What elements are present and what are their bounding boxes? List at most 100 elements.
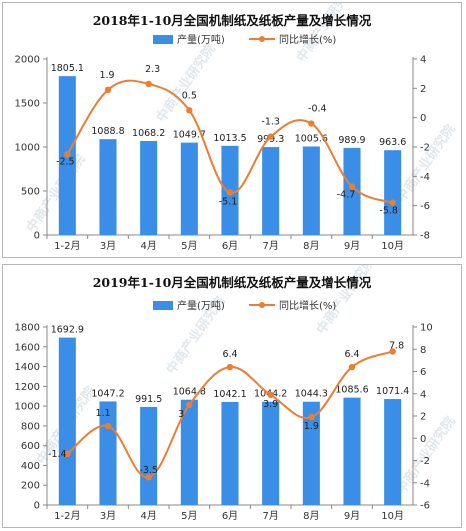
growth-point — [267, 391, 274, 399]
bar-value-label: 1013.5 — [213, 133, 246, 144]
left-tick-label: 1000 — [15, 143, 40, 154]
bar-production — [99, 139, 117, 235]
right-tick-label: 4 — [420, 55, 426, 66]
x-tick-label: 3月 — [100, 240, 116, 252]
chart-panel-2019: 中商产业研究院中商产业研究院中商产业研究院中商产业研究院2019年1-10月全国… — [2, 264, 462, 528]
right-tick-label: 6 — [420, 367, 426, 378]
growth-value-label: 6.4 — [344, 349, 359, 360]
growth-point — [308, 413, 315, 421]
right-tick-label: 2 — [420, 412, 426, 423]
bar-production — [140, 140, 158, 235]
legend-label-line: 同比增长(%) — [279, 299, 336, 312]
x-tick-label: 8月 — [303, 240, 319, 252]
growth-value-label: -4.7 — [337, 190, 356, 201]
bar-production — [302, 146, 320, 235]
bar-value-label: 1068.2 — [132, 128, 165, 139]
growth-point — [348, 183, 356, 190]
bar-production — [302, 401, 320, 505]
bar-value-label: 1085.6 — [335, 385, 368, 396]
bar-production — [384, 150, 402, 235]
growth-value-label: 3 — [178, 409, 184, 420]
legend-swatch-bar — [153, 35, 173, 44]
bar-value-label: 1044.3 — [295, 389, 328, 400]
bar-value-label: 1088.8 — [91, 126, 124, 137]
growth-point — [145, 80, 152, 88]
right-tick-label: -2 — [420, 456, 430, 467]
bar-value-label: 991.5 — [135, 394, 162, 405]
right-tick-label: 4 — [420, 389, 426, 400]
x-tick-label: 1-2月 — [54, 240, 80, 252]
growth-point — [186, 401, 193, 409]
growth-point — [226, 363, 234, 371]
bar-value-label: 1042.1 — [213, 389, 246, 400]
bar-production — [180, 399, 198, 505]
x-tick-label: 9月 — [344, 510, 360, 522]
growth-point — [104, 86, 112, 94]
x-tick-label: 6月 — [222, 510, 238, 522]
left-tick-label: 200 — [21, 481, 40, 492]
bar-production — [140, 406, 158, 505]
growth-value-label: 7.8 — [389, 340, 404, 351]
right-tick-label: 8 — [420, 345, 426, 356]
right-tick-label: -2 — [420, 143, 430, 154]
x-tick-label: 4月 — [140, 240, 156, 252]
x-tick-label: 9月 — [344, 240, 360, 252]
bar-value-label: 1049.7 — [173, 130, 206, 141]
left-tick-label: 2000 — [15, 55, 40, 66]
left-tick-label: 1400 — [15, 362, 40, 373]
right-tick-label: -8 — [420, 231, 430, 242]
x-tick-label: 1-2月 — [54, 510, 80, 522]
x-tick-label: 10月 — [381, 510, 404, 522]
bar-value-label: 1071.4 — [376, 386, 409, 397]
bar-value-label: 1047.2 — [91, 388, 124, 399]
bar-production — [262, 401, 280, 505]
left-tick-label: 0 — [34, 501, 40, 512]
growth-point — [64, 450, 71, 458]
x-tick-label: 5月 — [181, 510, 197, 522]
legend: 产量(万吨) 同比增长(%) — [153, 33, 336, 46]
x-tick-label: 7月 — [262, 510, 278, 522]
bar-production — [343, 397, 361, 505]
x-tick-label: 10月 — [381, 240, 404, 252]
growth-value-label: -2.5 — [56, 156, 75, 167]
bar-value-label: 1064.8 — [173, 387, 206, 398]
bar-production — [221, 401, 239, 505]
legend-marker-line — [259, 302, 265, 308]
growth-value-label: -1.4 — [48, 449, 67, 460]
left-tick-label: 1600 — [15, 342, 40, 353]
chart-title: 2018年1-10月全国机制纸及纸板产量及增长情况 — [93, 13, 372, 28]
x-tick-label: 3月 — [100, 510, 116, 522]
bar-production — [58, 337, 76, 505]
legend: 产量(万吨) 同比增长(%) — [153, 299, 336, 312]
growth-value-label: 1.9 — [99, 70, 114, 81]
growth-point — [145, 473, 152, 481]
bar-value-label: 963.6 — [379, 137, 406, 148]
growth-value-label: -3.5 — [139, 465, 158, 476]
bar-production — [384, 399, 402, 505]
growth-point — [389, 348, 396, 355]
legend-swatch-bar — [153, 301, 173, 310]
chart-panel-2018: 中商产业研究院 中商产业研究院 中商产业研究院 中商产业研究院 2018年1-10月全国… — [2, 2, 462, 258]
growth-point — [104, 422, 112, 430]
growth-point — [226, 189, 234, 196]
right-tick-label: -4 — [420, 478, 430, 489]
bar-value-label: 1692.9 — [51, 325, 84, 336]
legend-label-bar: 产量(万吨) — [177, 299, 225, 312]
growth-value-label: -5.1 — [219, 196, 238, 207]
right-tick-label: 0 — [420, 113, 426, 124]
bar-production — [180, 142, 198, 235]
right-tick-label: 2 — [420, 84, 426, 95]
watermark-text: 中商产业研究院 — [393, 122, 458, 206]
bar-production — [343, 147, 361, 235]
bar-value-label: 1805.1 — [51, 63, 84, 74]
right-tick-label: 10 — [420, 323, 433, 334]
growth-point — [64, 151, 71, 158]
growth-value-label: -1.3 — [261, 117, 280, 128]
growth-point — [308, 120, 315, 127]
left-tick-label: 0 — [34, 231, 40, 242]
legend-label-bar: 产量(万吨) — [177, 33, 225, 46]
left-tick-label: 1000 — [15, 402, 40, 413]
right-tick-label: -6 — [420, 201, 430, 212]
right-tick-label: -4 — [420, 172, 430, 183]
growth-value-label: 3.9 — [263, 399, 278, 410]
